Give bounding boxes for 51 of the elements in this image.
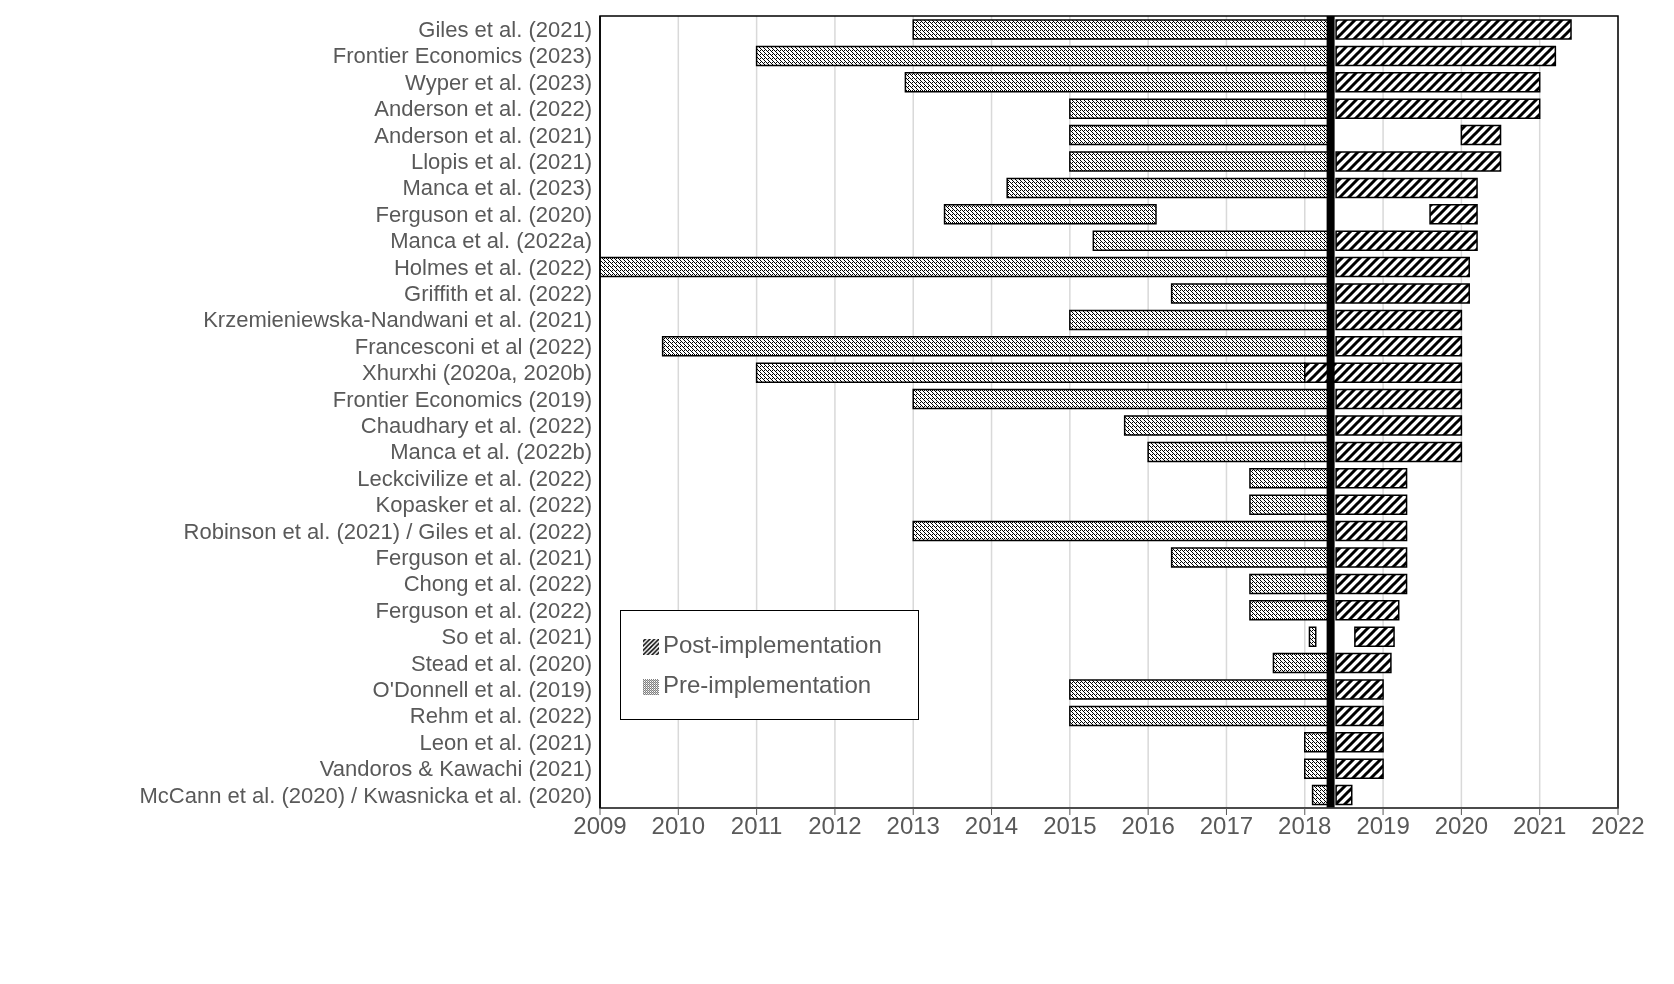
x-tick-label: 2018 [1278, 812, 1332, 840]
x-tick-label: 2016 [1121, 812, 1175, 840]
y-tick-label: Frontier Economics (2019) [332, 386, 592, 412]
bar [943, 204, 1157, 225]
y-tick-label: Ferguson et al. (2021) [375, 545, 592, 571]
y-tick-label: Holmes et al. (2022) [393, 254, 592, 280]
y-tick-label: So et al. (2021) [441, 624, 592, 650]
x-tick-label: 2010 [651, 812, 705, 840]
y-tick-label: Krzemieniewska-Nandwani et al. (2021) [203, 307, 592, 333]
x-tick-label: 2011 [730, 812, 783, 840]
x-tick-label: 2019 [1356, 812, 1410, 840]
y-tick-label: Llopis et al. (2021) [411, 149, 592, 175]
x-tick-label: 2009 [573, 812, 627, 840]
y-tick-label: Manca et al. (2023) [402, 175, 592, 201]
y-tick-label: Manca et al. (2022a) [390, 228, 592, 254]
y-tick-label: Giles et al. (2021) [418, 17, 592, 43]
y-tick-label: Anderson et al. (2022) [374, 96, 592, 122]
x-tick-label: 2015 [1043, 812, 1097, 840]
y-tick-label: Leon et al. (2021) [419, 729, 592, 755]
legend-label: Post-implementation [663, 631, 882, 658]
y-tick-label: Wyper et al. (2023) [405, 69, 592, 95]
y-tick-label: Chaudhary et al. (2022) [360, 413, 592, 439]
x-tick-label: 2012 [808, 812, 862, 840]
bar [1429, 204, 1478, 225]
x-tick-label: 2022 [1591, 812, 1645, 840]
y-tick-label: Francesconi et al (2022) [354, 333, 592, 359]
y-tick-label: Vandoros & Kawachi (2021) [319, 756, 592, 782]
y-tick-label: O'Donnell et al. (2019) [372, 677, 592, 703]
x-tick-label: 2020 [1434, 812, 1489, 840]
y-tick-label: Rehm et al. (2022) [409, 703, 592, 729]
y-tick-label: Griffith et al. (2022) [404, 281, 592, 307]
x-tick-label: 2021 [1513, 812, 1567, 840]
x-tick-label: 2013 [886, 812, 940, 840]
y-tick-label: Anderson et al. (2021) [374, 122, 592, 148]
y-tick-label: Chong et al. (2022) [403, 571, 592, 597]
x-tick-label: 2017 [1199, 812, 1254, 840]
y-tick-label: Manca et al. (2022b) [390, 439, 592, 465]
y-tick-label: Robinson et al. (2021) / Giles et al. (2022) [183, 518, 592, 544]
bar [1354, 626, 1395, 647]
y-tick-label: Kopasker et al. (2022) [375, 492, 592, 518]
y-tick-label: Xhurxhi (2020a, 2020b) [362, 360, 592, 386]
x-tick-label: 2014 [964, 812, 1019, 840]
y-tick-label: Frontier Economics (2023) [332, 43, 592, 69]
y-tick-label: Leckcivilize et al. (2022) [357, 465, 592, 491]
bar [1308, 626, 1317, 647]
y-tick-label: Stead et al. (2020) [410, 650, 592, 676]
y-tick-label: McCann et al. (2020) / Kwasnicka et al. (2020) [139, 782, 592, 808]
legend-label: Pre-implementation [663, 671, 872, 698]
bar [1460, 124, 1502, 146]
y-tick-label: Ferguson et al. (2022) [375, 597, 592, 623]
y-tick-label: Ferguson et al. (2020) [375, 201, 592, 227]
